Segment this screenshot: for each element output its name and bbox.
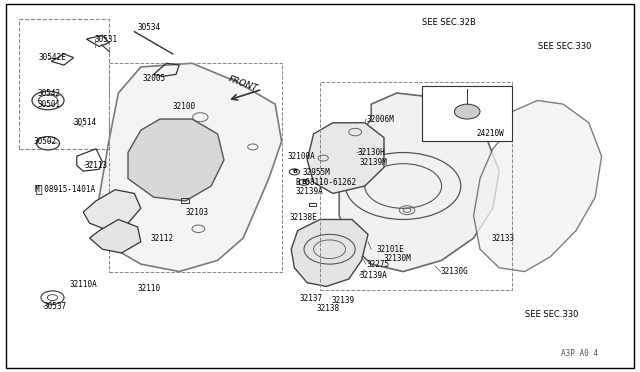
Text: 32112: 32112: [150, 234, 173, 243]
Text: 32100: 32100: [173, 102, 196, 110]
Text: 30534: 30534: [138, 23, 161, 32]
Text: 32113: 32113: [84, 161, 108, 170]
Text: Ⓜ: Ⓜ: [35, 185, 42, 195]
PathPatch shape: [291, 219, 368, 286]
Text: 30531: 30531: [95, 35, 118, 44]
Text: 32275: 32275: [366, 260, 389, 269]
Circle shape: [454, 104, 480, 119]
Bar: [309, 203, 316, 206]
Text: 32139A: 32139A: [360, 271, 387, 280]
Text: 32139A: 32139A: [296, 187, 323, 196]
Text: 24210W: 24210W: [477, 129, 504, 138]
Text: SEE SEC.330: SEE SEC.330: [525, 310, 578, 319]
Text: 32138E: 32138E: [289, 213, 317, 222]
Text: 32005: 32005: [142, 74, 165, 83]
Text: 32110: 32110: [138, 284, 161, 293]
Text: 32138: 32138: [317, 304, 340, 313]
Bar: [181, 198, 189, 203]
PathPatch shape: [474, 100, 602, 272]
Text: 32139: 32139: [332, 296, 355, 305]
Text: 30542E: 30542E: [38, 53, 66, 62]
PathPatch shape: [96, 63, 282, 272]
PathPatch shape: [307, 123, 384, 193]
Bar: [320, 82, 512, 290]
Text: B 08110-61262: B 08110-61262: [296, 178, 356, 187]
Text: M 08915-1401A: M 08915-1401A: [35, 185, 95, 194]
Text: 32139M: 32139M: [360, 158, 387, 167]
Circle shape: [289, 169, 300, 175]
PathPatch shape: [128, 119, 224, 201]
Bar: [109, 63, 282, 272]
Text: SEE SEC.32B: SEE SEC.32B: [422, 18, 476, 27]
Text: 32006M: 32006M: [366, 115, 394, 124]
Text: 30537: 30537: [44, 302, 67, 311]
Text: 32110A: 32110A: [69, 280, 97, 289]
Text: 32955M: 32955M: [302, 169, 330, 177]
Text: 32137: 32137: [300, 294, 323, 303]
Text: 32133: 32133: [492, 234, 515, 243]
Text: FRONT: FRONT: [227, 74, 259, 93]
Text: 32130H: 32130H: [357, 148, 385, 157]
PathPatch shape: [90, 219, 141, 253]
Text: B: B: [301, 180, 307, 185]
Text: A3P A0 4: A3P A0 4: [561, 349, 598, 358]
Text: 32101E: 32101E: [376, 245, 404, 254]
Bar: [19, 19, 109, 149]
Text: 32130M: 32130M: [384, 254, 412, 263]
Text: 32103: 32103: [186, 208, 209, 217]
Text: 30514: 30514: [74, 118, 97, 127]
Circle shape: [299, 179, 309, 185]
Text: B: B: [292, 169, 297, 174]
Text: 30542: 30542: [37, 89, 60, 97]
Text: 32100A: 32100A: [288, 152, 316, 161]
Text: 30502: 30502: [33, 137, 56, 146]
Text: 32130G: 32130G: [440, 267, 468, 276]
Text: SEE SEC.330: SEE SEC.330: [538, 42, 591, 51]
Bar: [422, 86, 512, 141]
PathPatch shape: [83, 190, 141, 231]
PathPatch shape: [339, 93, 499, 272]
Text: 30501: 30501: [37, 100, 60, 109]
